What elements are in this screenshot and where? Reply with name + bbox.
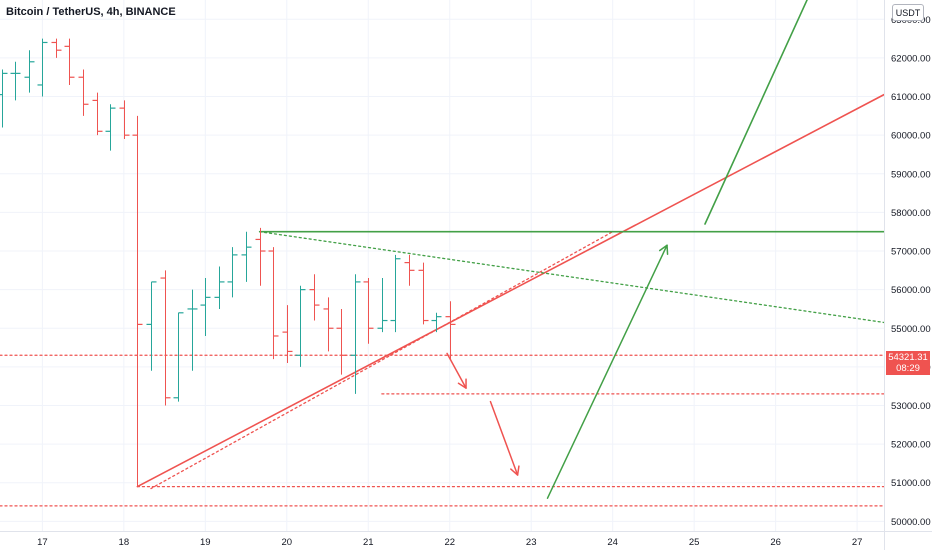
price-tick-label: 56000.00 [891,285,931,296]
time-tick-label: 25 [689,537,700,548]
price-tick-label: 52000.00 [891,440,931,451]
ohlc-bar [0,69,8,128]
ohlc-bar [445,301,456,360]
price-tick-label: 60000.00 [891,131,931,142]
time-tick-label: 23 [526,537,537,548]
time-tick-label: 17 [37,537,48,548]
ohlc-bar [431,312,442,333]
drawing-trendline [259,231,885,324]
drawing-trendline [150,231,614,490]
ohlc-bar [268,247,279,360]
ohlc-bar [119,100,130,140]
time-tick-label: 18 [119,537,130,548]
ohlc-bar [309,274,320,321]
price-tick-label: 51000.00 [891,478,931,489]
ohlc-bar [78,69,89,116]
ohlc-bars [0,38,456,487]
price-tick-label: 58000.00 [891,208,931,219]
time-axis[interactable]: 17 18 19 20 21 22 23 24 25 26 27 [0,531,932,549]
chart-drawings[interactable] [0,0,885,507]
ohlc-bar [10,61,21,101]
ohlc-bar [160,270,171,406]
ohlc-bar [390,254,401,333]
price-axis[interactable]: 50000.0051000.0052000.0053000.0054000.00… [884,0,931,550]
ohlc-bar [173,312,184,402]
ohlc-bar [336,308,347,375]
drawing-trendline [704,0,808,225]
arrow-head [659,244,669,255]
ohlc-bar [255,227,266,286]
ohlc-bar [295,285,306,367]
ohlc-bar [37,38,48,97]
ohlc-bar [214,266,225,309]
price-tick-label: 61000.00 [891,92,931,103]
arrow-head [510,465,520,476]
time-tick-label: 24 [607,537,618,548]
ohlc-bar [241,231,252,282]
ohlc-bar [350,274,361,394]
ohlc-bar [105,104,116,151]
ohlc-bar [227,247,238,298]
arrow-head [457,378,467,389]
time-tick-label: 21 [363,537,374,548]
last-price-value: 54321.31 [888,352,928,363]
ohlc-bar [404,254,415,286]
price-tick-label: 57000.00 [891,247,931,258]
price-tick-label: 55000.00 [891,324,931,335]
time-tick-label: 26 [770,537,781,548]
time-tick-label: 19 [200,537,211,548]
ohlc-bar [24,50,35,93]
ohlc-bar [64,38,75,85]
price-tick-label: 53000.00 [891,401,931,412]
ohlc-bar [51,38,62,58]
ohlc-bar [323,297,334,352]
last-price-label: 54321.31 08:29 [886,351,930,375]
time-tick-label: 27 [852,537,863,548]
ohlc-bar [377,278,388,333]
ohlc-bar [146,281,157,371]
drawing-arrow [489,400,519,476]
ohlc-bar [92,92,103,136]
ohlc-bar [282,305,293,364]
ohlc-bar [363,278,374,344]
bar-countdown: 08:29 [896,363,920,374]
time-tick-label: 20 [282,537,293,548]
price-tick-label: 50000.00 [891,517,931,528]
chart-grid [0,0,884,531]
drawing-trendline [136,93,885,488]
currency-button[interactable]: USDT [892,4,924,21]
ohlc-bar [418,262,429,325]
price-tick-label: 59000.00 [891,169,931,180]
symbol-title[interactable]: Bitcoin / TetherUS, 4h, BINANCE [6,6,176,18]
drawing-arrow [546,244,668,499]
ohlc-bar [200,278,211,336]
time-tick-label: 22 [444,537,455,548]
ohlc-bar [187,289,198,371]
price-tick-label: 62000.00 [891,53,931,64]
ohlc-bar [132,115,143,487]
